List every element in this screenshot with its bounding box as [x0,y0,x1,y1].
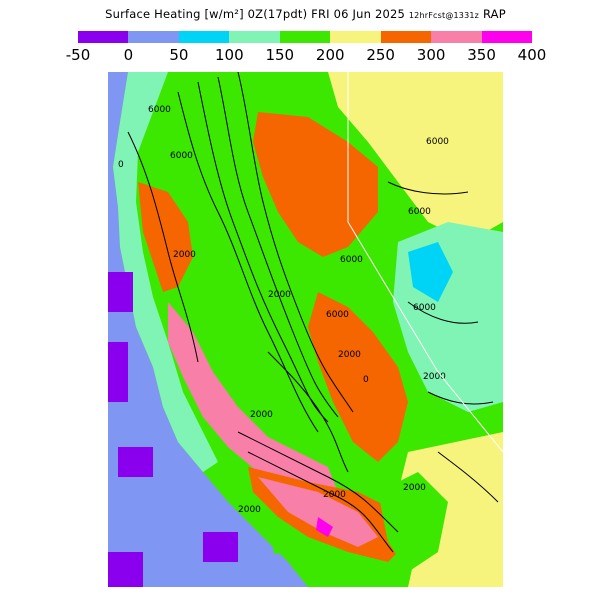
north-coast-warm [138,182,193,292]
legend-swatch-2 [178,31,230,43]
south-green [378,472,448,572]
map-title: Surface Heating [w/m²] 0Z(17pdt) FRI 06 … [0,7,611,21]
legend-swatch-8 [481,31,532,43]
legend-tick-label: 100 [215,46,244,64]
contour-line [197,81,329,423]
legend-swatch-5 [330,31,381,43]
contour-line [437,451,499,503]
contour-label: 2000 [268,290,291,300]
socal-pink [258,477,378,547]
heating-map: 6000 6000 6000 6000 6000 6000 6000 2000 2000 2000… [108,72,503,587]
contour-label: 2000 [403,483,426,493]
state-border [347,72,503,453]
contour-label: 2000 [423,372,446,382]
contour-line [267,351,349,473]
contour-line [237,72,354,413]
contour-label: 6000 [326,310,349,320]
contour-line [427,391,494,405]
contour-line [407,301,479,324]
legend-swatch-1 [128,31,179,43]
color-legend-bar [78,31,532,43]
legend-swatch-6 [380,31,432,43]
legend-swatch-4 [279,31,331,43]
legend-tick-label: 300 [416,46,446,64]
contour-label: 0 [118,160,124,170]
contour-label: 6000 [340,255,363,265]
contour-label: 6000 [413,303,436,313]
coastal-fringe [113,72,218,472]
contour-line [247,451,394,553]
legend-tick-label: -50 [65,46,91,64]
contour-label: 6000 [408,207,431,217]
ocean-cold-patch-5 [108,552,143,587]
legend-tick-label: 200 [315,46,345,64]
title-main: Surface Heating [w/m²] 0Z(17pdt) FRI 06 … [105,7,406,21]
valley-warm-north [253,112,378,257]
central-valley-warm [308,292,408,462]
ocean-cold-patch-3 [118,447,153,477]
north-yellow [328,72,503,242]
legend-tick-label: 350 [467,46,496,64]
contour-line [177,91,319,433]
great-basin-cyan [408,242,453,302]
legend-tick-label: 250 [366,46,395,64]
contour-line [387,181,469,195]
legend-swatch-0 [78,31,129,43]
legend-tick-label: 150 [265,46,295,64]
socal-hotspot [316,517,333,537]
title-model: RAP [482,7,506,21]
contour-label: 0 [363,375,369,385]
legend-tick-label: 50 [169,46,189,64]
title-forecast: 12hrFcst@1331z [408,11,480,20]
contour-label: 6000 [426,137,449,147]
contour-label: 2000 [250,410,273,420]
color-legend-ticks: -50 0 50 100 150 200 250 300 350 400 [0,46,611,66]
contour-label: 6000 [170,151,193,161]
channel-island-1 [268,524,286,534]
ocean-cold-patch-2 [108,342,128,402]
contour-line [127,131,199,363]
legend-swatch-7 [431,31,482,43]
ocean-cold-patch-1 [108,272,133,312]
coast-pink [168,302,338,512]
ocean-cold-patch-4 [203,532,238,562]
contour-label: 6000 [148,105,171,115]
contour-line [237,431,399,533]
legend-tick-label: 0 [123,46,134,64]
contour-label: 2000 [238,505,261,515]
contour-label: 2000 [323,490,346,500]
legend-swatch-3 [229,31,280,43]
contour-line [217,76,339,418]
contour-label: 2000 [173,250,196,260]
legend-tick-label: 400 [517,46,547,64]
contour-label: 2000 [338,350,361,360]
channel-island-2 [273,544,286,554]
